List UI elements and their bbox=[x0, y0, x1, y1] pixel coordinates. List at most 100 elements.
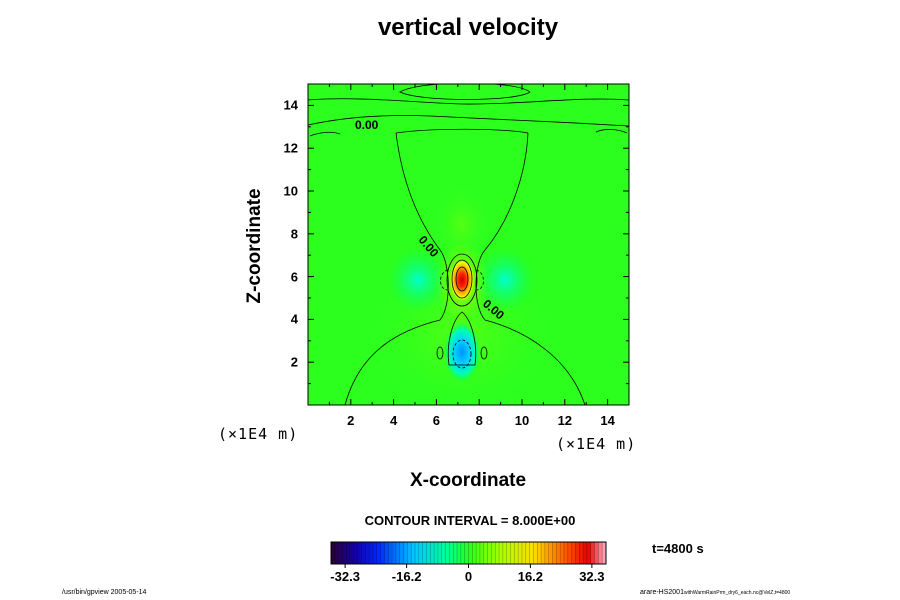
contour-zero-lower-left bbox=[344, 249, 449, 405]
colorbar bbox=[330, 541, 607, 568]
colorbar-swatch bbox=[415, 542, 420, 564]
colorbar-swatch bbox=[499, 542, 504, 564]
colorbar-swatch bbox=[598, 542, 603, 564]
downdraft-lower bbox=[444, 322, 480, 382]
colorbar-swatch bbox=[502, 542, 507, 564]
colorbar-tick-label: -32.3 bbox=[330, 569, 360, 584]
footer-left: /usr/bin/gpview 2005-05-14 bbox=[62, 589, 147, 596]
y-tick-label: 2 bbox=[290, 354, 298, 370]
contour-lines bbox=[308, 84, 629, 405]
colorbar-swatch bbox=[521, 542, 527, 564]
colorbar-swatch bbox=[334, 542, 339, 564]
colorbar-swatch bbox=[487, 542, 492, 564]
colorbar-swatch bbox=[476, 542, 481, 564]
colorbar-swatch bbox=[338, 542, 343, 564]
colorbar-swatch bbox=[445, 542, 450, 564]
colorbar-tick-label: 0 bbox=[464, 569, 473, 584]
colorbar-swatch bbox=[460, 542, 465, 564]
colorbar-swatch bbox=[418, 542, 423, 564]
colorbar-swatch bbox=[571, 542, 576, 564]
contour-zero-upper-left bbox=[395, 132, 441, 251]
colorbar-swatch bbox=[369, 542, 374, 564]
colorbar-swatch bbox=[556, 542, 561, 564]
soft-upper-region bbox=[434, 185, 490, 265]
colorbar-tick-label: 32.3 bbox=[579, 569, 605, 584]
contour-upper-band bbox=[308, 115, 629, 127]
colorbar-swatch bbox=[342, 542, 347, 564]
colorbar-swatch bbox=[399, 542, 404, 564]
colorbar-swatch bbox=[384, 542, 389, 564]
contour-zero-lower-right bbox=[475, 249, 586, 405]
colorbar-tick-label: 16.2 bbox=[517, 569, 544, 584]
colorbar-swatch bbox=[392, 542, 397, 564]
colorbar-swatch bbox=[464, 542, 469, 564]
y-tick-label: 14 bbox=[283, 97, 298, 113]
colorbar-swatch bbox=[365, 542, 370, 564]
colorbar-swatch bbox=[525, 542, 530, 564]
colorbar-swatch bbox=[579, 542, 584, 564]
colorbar-swatch bbox=[388, 542, 393, 564]
x-tick-label: 6 bbox=[432, 413, 441, 428]
colorbar-swatch bbox=[586, 542, 592, 564]
colorbar-swatch bbox=[361, 542, 366, 564]
colorbar-swatch bbox=[441, 542, 446, 564]
colorbar-swatch bbox=[552, 542, 557, 564]
axis-ticks bbox=[308, 84, 629, 405]
colorbar-swatch bbox=[544, 542, 550, 564]
colorbar-swatch bbox=[457, 542, 462, 564]
colorbar-swatch bbox=[563, 542, 569, 564]
footer-right-main: arare-HS2001 bbox=[640, 589, 684, 596]
contour-zero-upper-right bbox=[484, 132, 529, 251]
colorbar-swatch bbox=[453, 542, 458, 564]
contour-zero-top bbox=[395, 128, 529, 134]
colorbar-swatch bbox=[331, 542, 336, 564]
dashed-right bbox=[475, 269, 484, 291]
colorbar-swatch bbox=[510, 542, 515, 564]
contour-right-edge bbox=[595, 129, 628, 134]
colorbar-swatch bbox=[491, 542, 496, 564]
colorbar-swatch bbox=[411, 542, 416, 564]
colorbar-swatch bbox=[346, 542, 351, 564]
colorbar-swatch bbox=[426, 542, 431, 564]
contour-fill bbox=[308, 84, 629, 405]
colorbar-swatch bbox=[434, 542, 439, 564]
contour-top-band bbox=[308, 98, 629, 105]
negative-contour-lines bbox=[440, 269, 484, 369]
colorbar-swatch bbox=[560, 542, 565, 564]
contour-lower-small-left bbox=[436, 346, 444, 360]
colorbar-swatch bbox=[575, 542, 580, 564]
colorbar-swatch bbox=[514, 542, 519, 564]
x-tick-label: 8 bbox=[475, 413, 483, 428]
colorbar-swatch bbox=[430, 542, 435, 564]
y-tick-label: 10 bbox=[283, 183, 298, 199]
colorbar-swatch bbox=[403, 542, 408, 564]
time-label: t=4800 s bbox=[652, 541, 704, 556]
colorbar-swatch bbox=[472, 542, 477, 564]
contour-lower-small-right bbox=[480, 346, 488, 360]
y-tick-label: 8 bbox=[290, 226, 298, 242]
downdraft-right bbox=[475, 248, 535, 312]
colorbar-swatch bbox=[350, 542, 355, 564]
contour-core-inner bbox=[455, 266, 469, 292]
updraft-core bbox=[449, 258, 475, 302]
x-tick-label: 14 bbox=[600, 413, 615, 428]
colorbar-swatch bbox=[380, 542, 385, 564]
footer-right: arare-HS2001withWarmRainPrm_dry6_each.nc… bbox=[640, 589, 790, 596]
colorbar-swatch bbox=[495, 542, 500, 564]
colorbar-swatch bbox=[468, 542, 473, 564]
downdraft-left bbox=[388, 248, 448, 312]
colorbar-swatch bbox=[567, 542, 572, 564]
contour-left-edge bbox=[309, 131, 341, 137]
x-unit-label: (×1E4 m) bbox=[556, 435, 637, 453]
colorbar-swatch bbox=[395, 542, 401, 564]
contour-core-mid bbox=[451, 259, 473, 299]
colorbar-swatch bbox=[376, 542, 381, 564]
colorbar-swatch bbox=[533, 542, 538, 564]
colorbar-swatch bbox=[602, 542, 607, 564]
y-tick-label: 6 bbox=[290, 269, 298, 285]
colorbar-swatch bbox=[449, 542, 454, 564]
colorbar-swatch bbox=[483, 542, 488, 564]
colorbar-swatch bbox=[373, 542, 378, 564]
colorbar-swatch bbox=[518, 542, 523, 564]
